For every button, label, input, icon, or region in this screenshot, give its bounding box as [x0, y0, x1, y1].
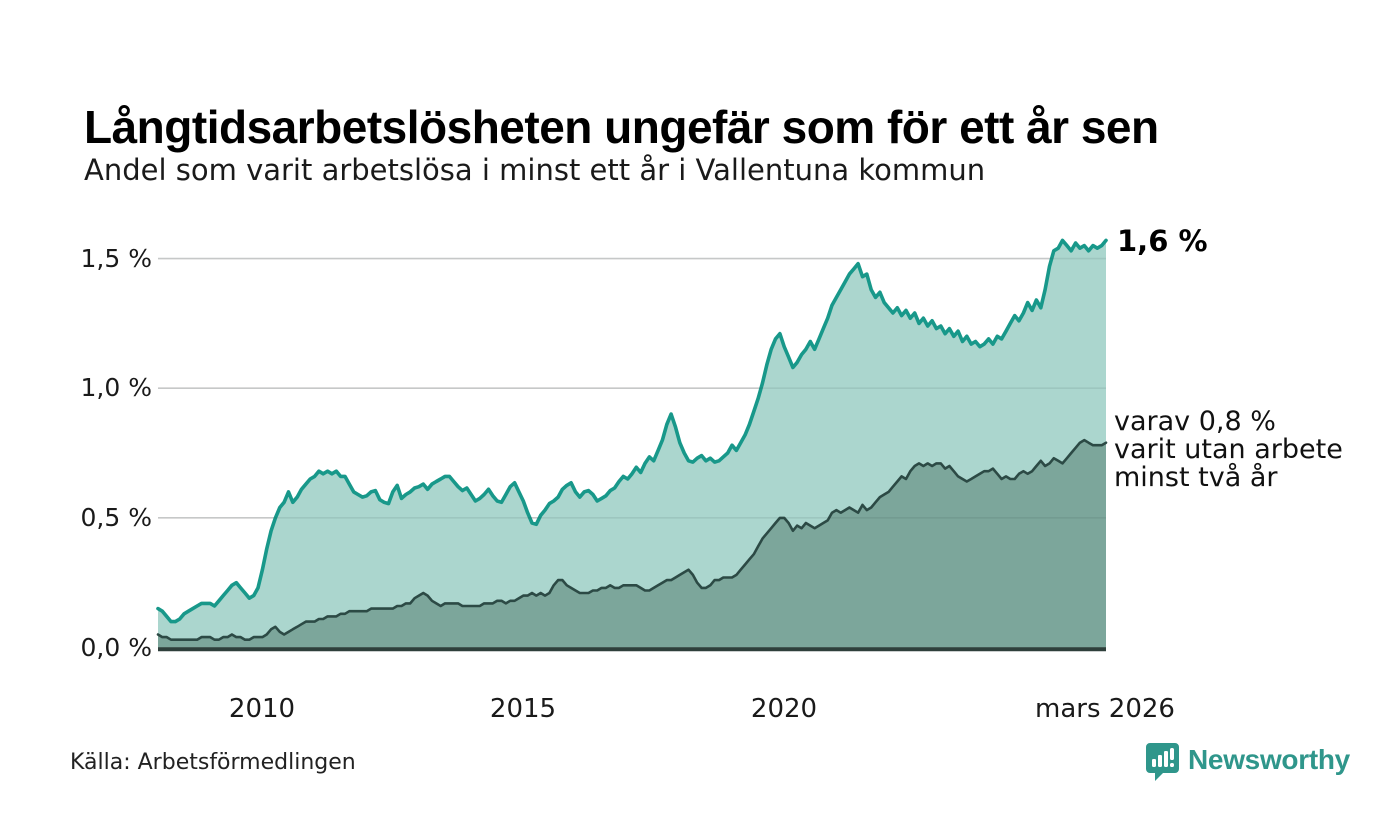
- line-total-series: [156, 238, 1108, 624]
- y-axis-tick-label: 1,0 %: [80, 373, 152, 403]
- x-axis-tick-label: 2020: [750, 694, 818, 724]
- annotation-line: varit utan arbete: [1114, 434, 1343, 465]
- secondary-series-annotation: varav 0,8 % varit utan arbete minst två …: [1114, 408, 1343, 492]
- x-axis-tick-label: 2015: [489, 694, 557, 724]
- page-title: Långtidsarbetslösheten ungefär som för e…: [84, 100, 1159, 153]
- latest-value-annotation: 1,6 %: [1117, 224, 1208, 258]
- y-axis-tick-label: 0,5 %: [80, 502, 152, 532]
- x-axis-tick-label: mars 2026: [1035, 694, 1175, 724]
- annotation-line: minst två år: [1114, 462, 1278, 493]
- newsworthy-logo-text: Newsworthy: [1188, 744, 1350, 775]
- area-total-series: [158, 240, 1106, 648]
- line-twoyear-series: [156, 438, 1108, 642]
- x-axis-tick-label: 2010: [228, 694, 296, 724]
- chart-subtitle: Andel som varit arbetslösa i minst ett å…: [84, 153, 986, 187]
- y-axis-tick-label: 1,5 %: [80, 243, 152, 273]
- source-credit: Källa: Arbetsförmedlingen: [70, 750, 356, 775]
- newsworthy-bubble-chart-icon: [1146, 742, 1179, 786]
- y-axis-tick-label: 0,0 %: [80, 632, 152, 662]
- area-twoyear-series: [158, 440, 1106, 648]
- newsworthy-logo: Newsworthy: [1146, 742, 1350, 786]
- annotation-line: varav 0,8 %: [1114, 406, 1276, 437]
